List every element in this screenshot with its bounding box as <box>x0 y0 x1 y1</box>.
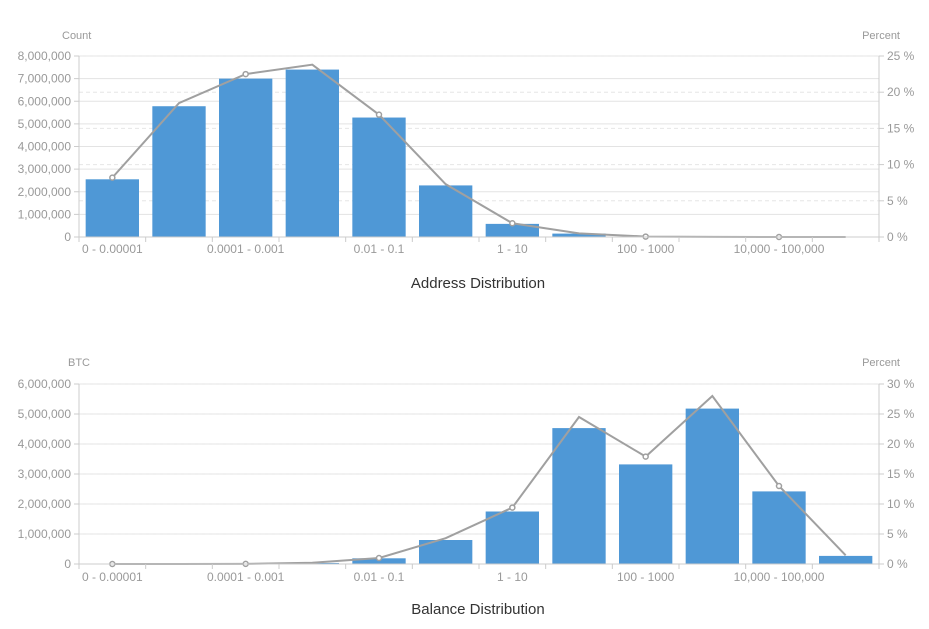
right-tick-label: 30 % <box>887 377 915 391</box>
bar[interactable] <box>86 179 139 237</box>
left-tick-label: 2,000,000 <box>18 497 72 511</box>
bar[interactable] <box>752 491 805 564</box>
x-tick-label: 0 - 0.00001 <box>82 242 143 256</box>
x-tick-label: 0.01 - 0.1 <box>354 570 405 584</box>
right-tick-label: 10 % <box>887 158 915 172</box>
left-tick-label: 1,000,000 <box>18 207 72 221</box>
bar-series[interactable] <box>86 70 873 237</box>
left-tick-label: 4,000,000 <box>18 140 72 154</box>
x-tick-label: 1 - 10 <box>497 570 528 584</box>
bar[interactable] <box>619 464 672 564</box>
x-tick-label: 0.0001 - 0.001 <box>207 242 285 256</box>
line-point[interactable] <box>510 505 515 510</box>
bar[interactable] <box>552 428 605 564</box>
balance-distribution-svg: 0 1,000,000 2,000,000 3,000,000 4,000,000 5,0… <box>0 327 929 624</box>
right-tick-label: 20 % <box>887 437 915 451</box>
left-tick-label: 3,000,000 <box>18 467 72 481</box>
balance-distribution-chart: 0 1,000,000 2,000,000 3,000,000 4,000,000 5,0… <box>0 327 929 624</box>
line-point[interactable] <box>777 484 782 489</box>
left-tick-label: 0 <box>64 230 71 244</box>
right-tick-label: 15 % <box>887 121 915 135</box>
line-point[interactable] <box>243 72 248 77</box>
line-point[interactable] <box>377 112 382 117</box>
right-tick-label: 5 % <box>887 194 908 208</box>
bar[interactable] <box>819 556 872 564</box>
bar[interactable] <box>419 185 472 237</box>
right-tick-label: 0 % <box>887 230 908 244</box>
x-tick-label: 100 - 1000 <box>617 570 675 584</box>
line-point[interactable] <box>643 454 648 459</box>
left-axis-name: Count <box>62 30 91 42</box>
left-tick-label: 8,000,000 <box>18 49 72 63</box>
left-tick-label: 5,000,000 <box>18 117 72 131</box>
right-tick-label: 0 % <box>887 557 908 571</box>
x-tick-label: 0.01 - 0.1 <box>354 242 405 256</box>
address-distribution-chart: 0 1,000,000 2,000,000 3,000,000 4,000,000 5,0… <box>0 0 929 310</box>
line-point[interactable] <box>510 221 515 226</box>
bar[interactable] <box>486 512 539 565</box>
bar-series[interactable] <box>86 409 873 564</box>
left-axis-name: BTC <box>68 357 90 369</box>
left-tick-label: 7,000,000 <box>18 72 72 86</box>
right-tick-label: 25 % <box>887 407 915 421</box>
x-tick-label: 100 - 1000 <box>617 242 675 256</box>
left-tick-label: 3,000,000 <box>18 162 72 176</box>
right-axis-name: Percent <box>862 30 900 42</box>
line-point[interactable] <box>110 175 115 180</box>
left-tick-label: 2,000,000 <box>18 185 72 199</box>
bar[interactable] <box>152 106 205 237</box>
address-distribution-svg: 0 1,000,000 2,000,000 3,000,000 4,000,000 5,0… <box>0 0 929 310</box>
line-point[interactable] <box>377 556 382 561</box>
right-tick-label: 15 % <box>887 467 915 481</box>
x-tick-label: 1 - 10 <box>497 242 528 256</box>
bar[interactable] <box>686 409 739 564</box>
x-tick-label: 10,000 - 100,000 <box>734 570 825 584</box>
right-tick-label: 5 % <box>887 527 908 541</box>
chart-title: Balance Distribution <box>411 601 544 618</box>
chart-title: Address Distribution <box>411 275 545 292</box>
x-tick-label: 0 - 0.00001 <box>82 570 143 584</box>
left-tick-label: 5,000,000 <box>18 407 72 421</box>
left-tick-label: 1,000,000 <box>18 527 72 541</box>
left-tick-label: 0 <box>64 557 71 571</box>
right-tick-label: 10 % <box>887 497 915 511</box>
left-tick-label: 6,000,000 <box>18 94 72 108</box>
bar[interactable] <box>219 79 272 237</box>
bar[interactable] <box>286 70 339 237</box>
right-tick-label: 25 % <box>887 49 915 63</box>
left-tick-label: 6,000,000 <box>18 377 72 391</box>
left-tick-label: 4,000,000 <box>18 437 72 451</box>
right-tick-label: 20 % <box>887 85 915 99</box>
right-axis-name: Percent <box>862 357 900 369</box>
x-tick-label: 0.0001 - 0.001 <box>207 570 285 584</box>
x-tick-label: 10,000 - 100,000 <box>734 242 825 256</box>
